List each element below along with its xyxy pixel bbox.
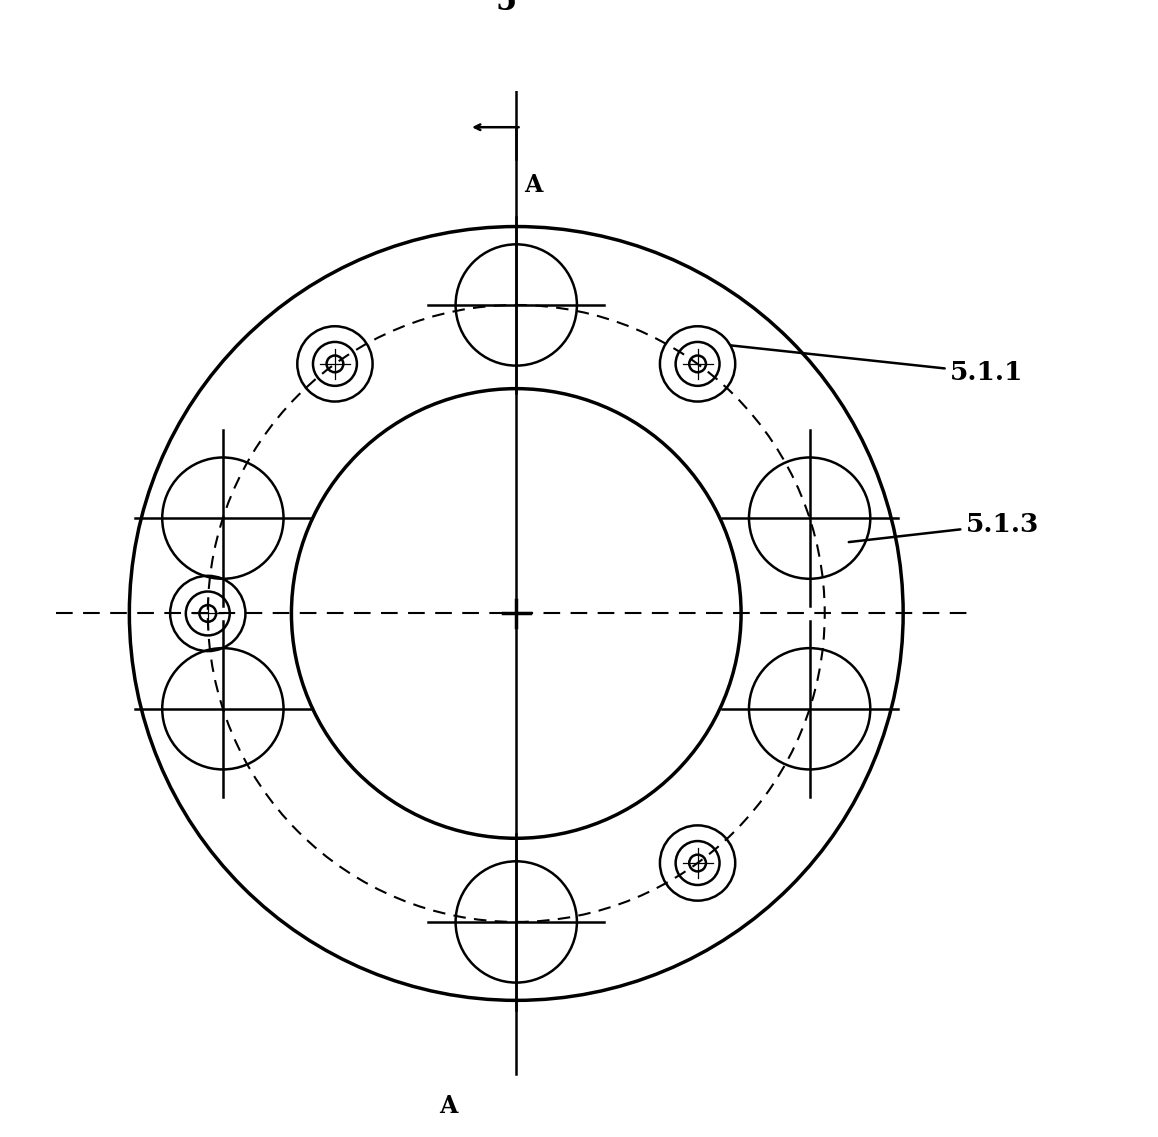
Text: 5.1.3: 5.1.3 (849, 512, 1039, 542)
Text: 5.1.1: 5.1.1 (731, 346, 1024, 385)
Text: A: A (439, 1095, 457, 1119)
Text: 5: 5 (496, 0, 516, 17)
Text: A: A (525, 173, 543, 197)
